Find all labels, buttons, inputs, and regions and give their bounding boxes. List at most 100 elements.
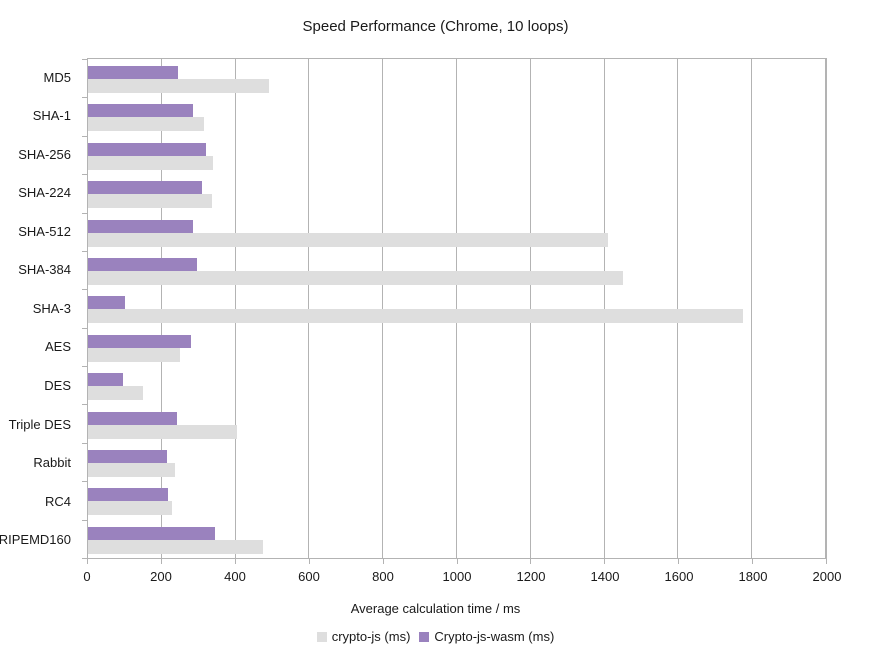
gridline-1600: [677, 59, 679, 558]
x-tick-1400: [604, 559, 605, 564]
legend-item-crypto-js-ms-: crypto-js (ms): [316, 629, 411, 644]
y-label-MD5: MD5: [43, 69, 71, 85]
bar-js-SHA-1: [88, 117, 205, 132]
y-label-SHA-224: SHA-224: [18, 185, 71, 201]
x-tick-1600: [678, 559, 679, 564]
y-tick-8: [82, 366, 87, 367]
bar-group-Triple DES: [88, 405, 826, 443]
x-tick-label-1600: 1600: [664, 569, 694, 584]
y-label-RC4: RC4: [44, 493, 71, 509]
legend-item-crypto-js-wasm-ms-: Crypto-js-wasm (ms): [419, 629, 554, 644]
y-axis-labels: MD5 SHA-1 SHA-256 SHA-224 SHA-512 SHA-384 SHA-…: [0, 58, 79, 559]
y-label-SHA-256: SHA-256: [18, 146, 71, 162]
bar-group-SHA-1: [88, 97, 826, 135]
x-tick-2000: [826, 559, 827, 564]
bar-wasm-SHA-224: [88, 181, 203, 195]
y-tick-12: [82, 520, 87, 521]
x-tick-600: [309, 559, 310, 564]
bar-js-SHA-384: [88, 270, 624, 285]
x-tick-label-1800: 1800: [738, 569, 768, 584]
x-tick-1000: [457, 559, 458, 564]
y-label-AES: AES: [44, 339, 71, 355]
bar-wasm-RIPEMD160: [88, 526, 216, 540]
bar-js-Rabbit: [88, 462, 175, 477]
bar-wasm-Triple DES: [88, 411, 177, 425]
y-tick-6: [82, 289, 87, 290]
y-tick-2: [82, 136, 87, 137]
gridline-2000: [825, 59, 826, 558]
bar-wasm-SHA-512: [88, 219, 194, 233]
y-tick-4: [82, 213, 87, 214]
bar-wasm-SHA-3: [88, 296, 125, 310]
gridline-800: [382, 59, 384, 558]
y-tick-1: [82, 97, 87, 98]
y-tick-10: [82, 443, 87, 444]
gridline-1000: [456, 59, 457, 558]
legend: crypto-js (ms) Crypto-js-wasm (ms): [0, 629, 871, 644]
bar-group-SHA-224: [88, 174, 826, 212]
chart-title: Speed Performance (Chrome, 10 loops): [302, 18, 569, 35]
bar-js-AES: [88, 347, 181, 362]
bar-group-SHA-3: [88, 289, 826, 327]
x-axis-tick-labels: 0 200 400 600 800 1000 1200 1400 1600 1800 2000: [83, 569, 841, 585]
y-tick-3: [82, 174, 87, 175]
bar-group-RIPEMD160: [88, 520, 826, 558]
x-tick-label-800: 800: [372, 569, 394, 584]
legend-swatch-icon: [316, 631, 327, 642]
x-tick-200: [161, 559, 162, 564]
y-label-RIPEMD160: RIPEMD160: [0, 532, 71, 548]
gridline-200: [160, 59, 162, 558]
bar-group-SHA-384: [88, 251, 826, 289]
y-label-Rabbit: Rabbit: [33, 455, 71, 471]
legend-label: Crypto-js-wasm (ms): [434, 629, 555, 644]
gridline-400: [234, 59, 236, 558]
legend-swatch-icon: [419, 631, 430, 642]
bar-js-SHA-512: [88, 232, 609, 247]
bar-group-Rabbit: [88, 443, 826, 481]
bar-group-SHA-512: [88, 213, 826, 251]
x-tick-800: [383, 559, 384, 564]
bar-js-SHA-3: [88, 309, 743, 324]
bar-wasm-MD5: [88, 66, 179, 79]
y-tick-13: [82, 558, 87, 559]
x-tick-1800: [752, 559, 753, 564]
y-label-SHA-1: SHA-1: [32, 108, 71, 124]
bar-js-MD5: [88, 79, 269, 93]
x-tick-label-0: 0: [83, 569, 91, 584]
bar-js-DES: [88, 386, 144, 401]
y-tick-9: [82, 404, 87, 405]
x-tick-400: [235, 559, 236, 564]
y-label-SHA-384: SHA-384: [18, 262, 71, 278]
x-tick-label-600: 600: [298, 569, 320, 584]
x-tick-label-1400: 1400: [590, 569, 620, 584]
y-tick-11: [82, 481, 87, 482]
y-label-DES: DES: [44, 378, 71, 394]
bar-wasm-DES: [88, 373, 124, 387]
x-tick-label-200: 200: [150, 569, 172, 584]
x-tick-label-400: 400: [224, 569, 246, 584]
bar-js-Triple DES: [88, 424, 238, 439]
y-tick-0: [82, 59, 87, 60]
bar-group-DES: [88, 366, 826, 404]
y-label-SHA-512: SHA-512: [18, 223, 71, 239]
bar-wasm-SHA-384: [88, 257, 197, 271]
bar-wasm-SHA-256: [88, 142, 207, 156]
bar-group-AES: [88, 328, 826, 366]
gridline-1400: [603, 59, 605, 558]
y-tick-5: [82, 251, 87, 252]
legend-label: crypto-js (ms): [331, 629, 411, 644]
y-tick-7: [82, 328, 87, 329]
x-tick-label-2000: 2000: [812, 569, 842, 584]
x-axis-title: Average calculation time / ms: [350, 601, 521, 616]
bar-js-RIPEMD160: [88, 539, 263, 554]
bar-wasm-SHA-1: [88, 104, 194, 118]
bar-wasm-AES: [88, 334, 191, 348]
bar-group-SHA-256: [88, 136, 826, 174]
bar-js-SHA-224: [88, 194, 212, 209]
x-tick-0: [87, 559, 88, 564]
bar-js-SHA-256: [88, 155, 214, 170]
bar-group-MD5: [88, 59, 826, 97]
x-tick-1200: [530, 559, 531, 564]
plot-area: [87, 58, 827, 559]
